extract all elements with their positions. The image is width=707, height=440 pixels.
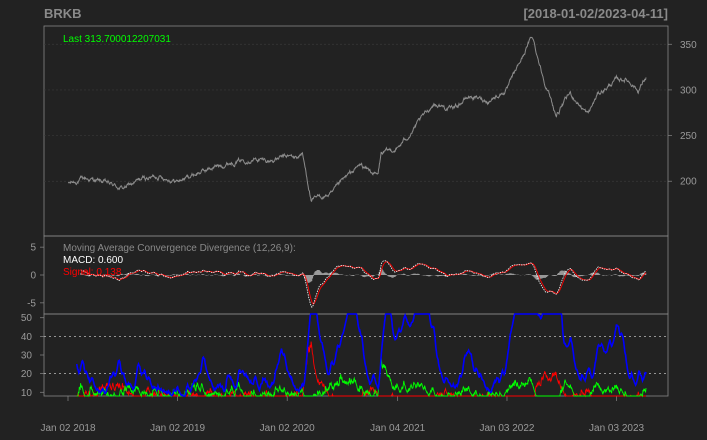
- macd-tick-label: 0: [30, 271, 36, 282]
- macd-value-label: MACD: 0.600: [63, 255, 123, 266]
- price-tick-label: 350: [680, 40, 697, 51]
- x-tick-label: Jan 04 2021: [370, 423, 425, 434]
- macd-tick-label: -5: [27, 298, 36, 309]
- macd-title: Moving Average Convergence Divergence (1…: [63, 243, 296, 254]
- adx-tick-label: 40: [21, 332, 33, 343]
- macd-tick-label: 5: [30, 243, 36, 254]
- x-tick-label: Jan 02 2018: [40, 423, 95, 434]
- chart-symbol: BRKB: [44, 6, 82, 21]
- adx-tick-label: 50: [21, 313, 33, 324]
- x-tick-label: Jan 02 2019: [150, 423, 205, 434]
- price-series: [68, 36, 647, 203]
- x-tick-label: Jan 03 2023: [589, 423, 644, 434]
- price-line: [68, 36, 647, 203]
- adx-line: [75, 312, 647, 397]
- x-tick-label: Jan 02 2020: [260, 423, 315, 434]
- x-tick-label: Jan 03 2022: [479, 423, 534, 434]
- macd-line: [80, 260, 647, 308]
- chart-date-range: [2018-01-02/2023-04-11]: [523, 6, 668, 21]
- price-tick-label: 250: [680, 131, 697, 142]
- adx-tick-label: 30: [21, 351, 33, 362]
- adx-series: [75, 312, 647, 398]
- adx-tick-label: 10: [21, 388, 33, 399]
- price-tick-label: 200: [680, 177, 697, 188]
- last-price-label: Last 313.700012207031: [63, 34, 171, 45]
- signal-value-label: Signal: 0.138: [63, 267, 122, 278]
- price-tick-label: 300: [680, 85, 697, 96]
- adx-tick-label: 20: [21, 369, 33, 380]
